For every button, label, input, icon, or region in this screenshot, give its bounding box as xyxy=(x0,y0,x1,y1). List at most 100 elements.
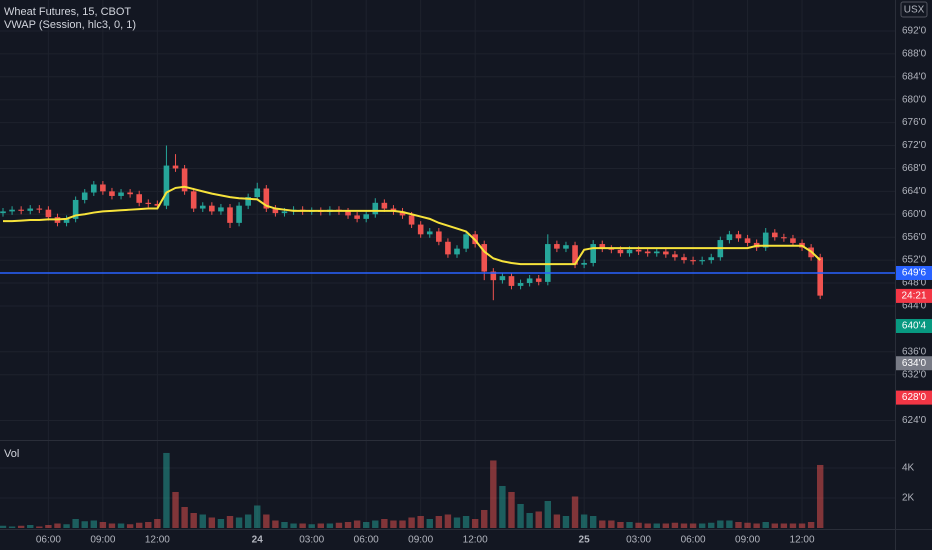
candle-body xyxy=(744,238,751,243)
volume-bar xyxy=(208,517,216,528)
candle-body xyxy=(372,202,379,215)
vwap-legend: VWAP (Session, hlc3, 0, 1) xyxy=(4,19,136,31)
candle-body xyxy=(136,194,142,203)
volume-bar xyxy=(0,525,7,528)
volume-bar xyxy=(562,515,570,528)
candle-body xyxy=(272,208,279,214)
x-tick-label: 06:00 xyxy=(36,535,61,546)
candle-body xyxy=(426,231,433,235)
candle-body xyxy=(45,209,52,218)
volume-bar xyxy=(108,523,116,528)
candle-body xyxy=(118,192,124,196)
volume-bar xyxy=(372,520,379,528)
volume-bar xyxy=(608,520,615,528)
volume-bar xyxy=(217,518,225,528)
candle-body xyxy=(772,232,778,238)
candle-body xyxy=(236,205,242,223)
candle-body xyxy=(517,283,524,286)
candle-body xyxy=(644,251,651,254)
candle-body xyxy=(436,231,442,242)
candle-body xyxy=(481,244,488,272)
volume-bar xyxy=(517,503,524,528)
y-tick-label: 632'0 xyxy=(902,369,927,380)
volume-bar xyxy=(444,514,452,528)
x-tick-label: 03:00 xyxy=(299,535,324,546)
candle-body xyxy=(0,211,6,214)
volume-bar xyxy=(72,518,79,528)
candle-body xyxy=(36,208,43,210)
x-tick-label: 09:00 xyxy=(408,535,433,546)
volume-bar xyxy=(481,509,488,528)
price-badge xyxy=(896,318,932,333)
volume-bar xyxy=(798,523,806,528)
price-badge-label: 640'4 xyxy=(902,321,927,332)
x-tick-label: 06:00 xyxy=(354,535,379,546)
candle-body xyxy=(27,208,34,211)
volume-bar xyxy=(789,523,797,528)
candle-body xyxy=(9,209,15,212)
vwap-line xyxy=(3,185,821,266)
volume-bar xyxy=(435,515,443,528)
volume-bar xyxy=(254,505,261,528)
candle-body xyxy=(762,232,769,248)
candle-body xyxy=(190,191,197,209)
volume-bar xyxy=(308,524,315,528)
candle-body xyxy=(708,257,715,261)
volume-bar xyxy=(326,523,334,528)
candle-body xyxy=(154,203,161,206)
volume-bar xyxy=(335,522,343,528)
candle-body xyxy=(91,184,97,193)
volume-bar xyxy=(508,491,515,528)
x-tick-label: 06:00 xyxy=(681,535,706,546)
x-tick-label: 24 xyxy=(252,535,264,546)
volume-bar xyxy=(163,452,170,528)
volume-bar xyxy=(45,524,52,528)
candle-body xyxy=(508,276,515,286)
candle-body xyxy=(363,214,369,219)
y-tick-label: 656'0 xyxy=(902,232,927,243)
volume-bar xyxy=(462,515,470,528)
volume-bar xyxy=(671,522,679,528)
volume-bar xyxy=(90,520,97,528)
currency[interactable]: USX xyxy=(904,5,925,16)
candle-body xyxy=(145,202,152,204)
volume-bar xyxy=(426,518,433,528)
candle-body xyxy=(163,165,170,206)
price-badge-label: 634'0 xyxy=(902,358,927,369)
candle-body xyxy=(81,192,88,200)
candle-body xyxy=(109,191,115,196)
candle-body xyxy=(653,251,660,254)
volume-bar xyxy=(680,523,688,528)
x-tick-label: 12:00 xyxy=(463,535,488,546)
volume-bar xyxy=(81,521,88,528)
volume-bar xyxy=(590,515,597,528)
y-tick-label: 692'0 xyxy=(902,26,927,37)
price-badge xyxy=(896,288,932,303)
volume-bar xyxy=(126,524,134,528)
candle-body xyxy=(381,202,388,209)
volume-bar xyxy=(471,518,479,528)
volume-bar xyxy=(344,521,352,528)
candle-body xyxy=(490,271,497,281)
y-tick-label: 676'0 xyxy=(902,117,927,128)
x-tick-label: 09:00 xyxy=(735,535,760,546)
candle-body xyxy=(554,244,560,249)
volume-tick-label: 2K xyxy=(902,493,915,504)
volume-bar xyxy=(54,523,61,528)
candle-body xyxy=(417,224,424,235)
volume-pane xyxy=(0,452,824,528)
currency-box[interactable] xyxy=(900,1,928,18)
x-tick-label: 03:00 xyxy=(626,535,651,546)
volume-bar xyxy=(644,523,651,528)
candle-body xyxy=(499,276,506,281)
volume-bar xyxy=(580,514,588,528)
grid xyxy=(0,0,895,528)
volume-bar xyxy=(535,511,542,528)
volume-bar xyxy=(181,506,188,528)
volume-bar xyxy=(626,521,633,528)
volume-bar xyxy=(381,518,388,528)
volume-bar xyxy=(698,523,706,528)
y-tick-label: 680'0 xyxy=(902,94,927,105)
candle-body xyxy=(463,234,469,249)
